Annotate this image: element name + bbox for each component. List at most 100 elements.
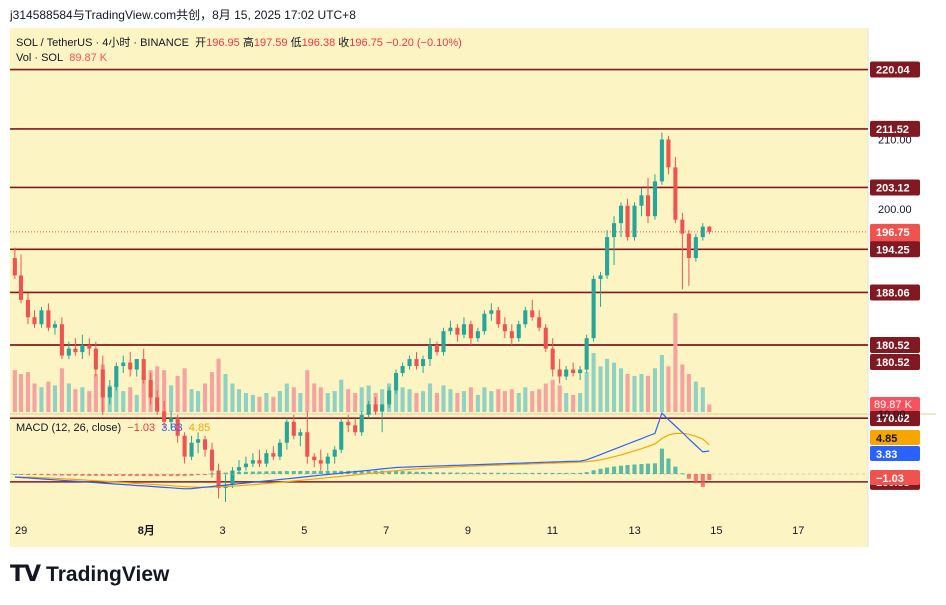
volume-bar: [394, 381, 399, 412]
candle-body: [52, 324, 57, 328]
candle-body: [80, 345, 85, 353]
volume-bar: [80, 387, 85, 412]
candle-body: [243, 463, 248, 468]
macd-hist-bar: [673, 466, 678, 474]
macd-hist-bar: [353, 470, 358, 474]
volume-value: 89.87 K: [69, 52, 108, 64]
candle-body: [387, 390, 392, 405]
candle-body: [598, 275, 603, 279]
volume-bar: [496, 389, 501, 412]
candle-body: [312, 456, 317, 461]
candle-body: [523, 310, 528, 325]
x-tick-label: 7: [383, 525, 389, 537]
volume-bar: [461, 391, 466, 412]
macd-hist-bar: [52, 474, 57, 476]
candle-body: [332, 449, 337, 457]
candle-body: [155, 397, 160, 412]
macd-hist-bar: [489, 472, 494, 474]
low-value: 196.38: [301, 37, 336, 49]
volume-bar: [291, 387, 296, 412]
volume-bar: [707, 404, 712, 412]
price-axis-label: 188.06: [876, 287, 910, 299]
volume-bar: [25, 372, 30, 412]
candle-body: [625, 205, 630, 238]
x-tick-label: 29: [15, 525, 27, 537]
volume-bar: [625, 374, 630, 412]
symbol-name: SOL / TetherUS · 4小时 · BINANCE: [16, 37, 189, 49]
macd-hist-bar: [394, 470, 399, 474]
macd-hist-bar: [591, 470, 596, 474]
candle-body: [652, 181, 657, 217]
price-axis-label: 180.52: [876, 340, 910, 352]
volume-bar: [680, 364, 685, 412]
volume-axis-label: 89.87 K: [874, 399, 913, 411]
candle-body: [591, 278, 596, 339]
candle-body: [284, 421, 289, 443]
macd-pane-bg: [10, 414, 868, 514]
macd-hist-bar: [523, 472, 528, 474]
macd-axis-label: 4.85: [876, 433, 897, 445]
candle-body: [434, 345, 439, 353]
volume-bar: [189, 389, 194, 412]
price-axis-label-bg: [870, 61, 920, 78]
macd-hist-bar: [128, 474, 133, 477]
candle-body: [346, 421, 351, 426]
macd-hist-bar: [468, 472, 473, 474]
macd-hist-bar: [680, 473, 685, 475]
high-value: 197.59: [253, 37, 288, 49]
candle-body: [66, 348, 71, 356]
volume-bar: [87, 391, 92, 412]
low-label: 低: [290, 37, 302, 49]
volume-bar: [12, 370, 17, 412]
macd-hist-bar: [502, 472, 507, 474]
candle-body: [264, 453, 269, 464]
macd-hist-bar: [605, 467, 610, 474]
price-pane-bg: [10, 28, 868, 414]
price-axis-label: 220.04: [876, 65, 911, 77]
candle-body: [25, 299, 30, 318]
macd-hist-bar: [250, 471, 255, 474]
chart-caption: j314588584与TradingView.com共创，8月 15, 2025…: [10, 8, 356, 22]
macd-axis-label: −1.03: [876, 473, 904, 485]
volume-bar: [366, 385, 371, 412]
macd-hist-bar: [496, 472, 501, 474]
volume-bar: [550, 379, 555, 412]
macd-hist-bar: [209, 473, 215, 475]
macd-hist-bar: [584, 472, 589, 474]
macd-hist-bar: [141, 474, 146, 477]
candle-body: [584, 338, 589, 370]
high-label: 高: [242, 37, 254, 49]
macd-hist-bar: [87, 474, 92, 476]
candle-body: [686, 233, 691, 259]
y-tick-label: 210.00: [878, 135, 912, 147]
volume-bar: [591, 353, 596, 412]
candle-body: [209, 449, 215, 471]
price-axis-label-bg: [870, 179, 920, 196]
candle-body: [196, 439, 201, 443]
macd-hist-bar: [652, 463, 657, 474]
candle-body: [673, 167, 678, 220]
candle-body: [639, 195, 644, 206]
macd-hist-bar: [223, 472, 228, 474]
candle-body: [100, 369, 105, 398]
macd-hist-bar: [216, 472, 221, 474]
candle-body: [468, 324, 473, 339]
volume-bar: [325, 393, 330, 412]
chart-panel[interactable]: 200.00210.00196.7502:57:58220.04211.5220…: [10, 28, 936, 547]
volume-bar: [236, 389, 242, 412]
candlestick-chart[interactable]: 200.00210.00196.7502:57:58220.04211.5220…: [10, 28, 936, 547]
macd-hist-bar: [427, 472, 433, 474]
volume-bar: [346, 389, 351, 412]
price-axis-label-bg: [870, 336, 920, 353]
candle-body: [169, 418, 174, 422]
x-tick-label: 15: [710, 525, 722, 537]
volume-bar: [305, 370, 310, 412]
candle-body: [557, 369, 562, 377]
volume-bar: [578, 393, 583, 412]
candle-body: [700, 226, 705, 238]
volume-bar: [475, 394, 480, 412]
candle-body: [128, 362, 133, 370]
candle-body: [353, 425, 358, 433]
macd-hist-bar: [700, 474, 705, 487]
price-axis-label: 211.52: [876, 124, 909, 136]
